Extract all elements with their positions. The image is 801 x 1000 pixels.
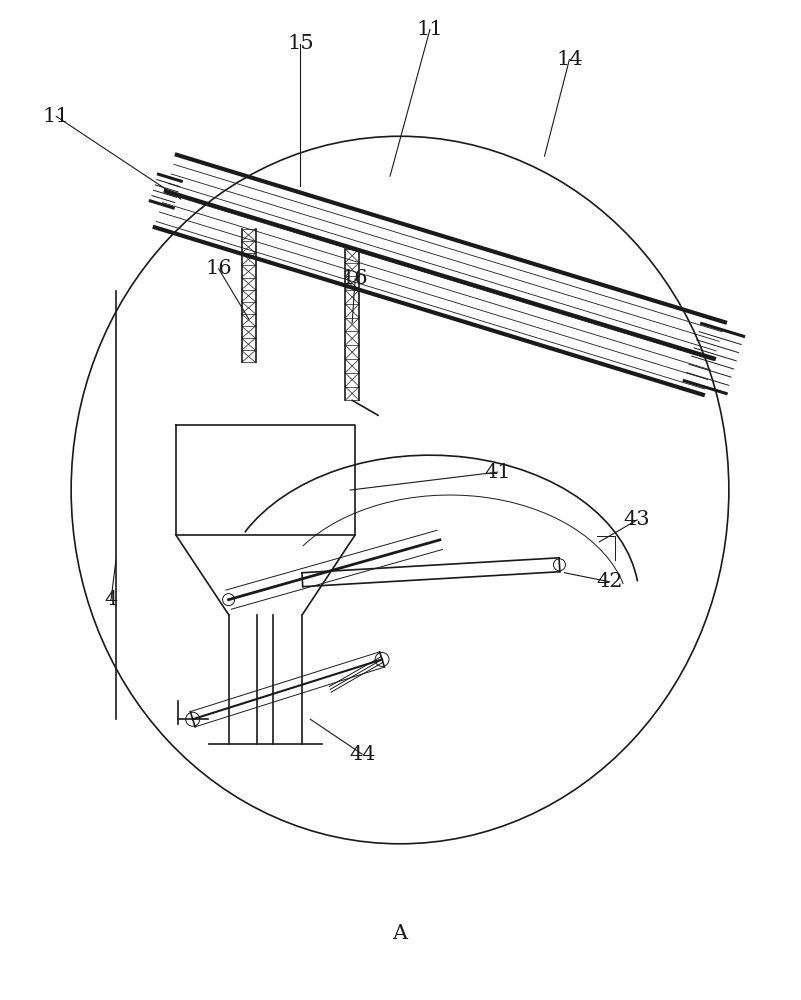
Text: 4: 4 (104, 590, 118, 609)
Text: 11: 11 (42, 107, 70, 126)
Text: 14: 14 (556, 50, 582, 69)
Text: 44: 44 (349, 745, 376, 764)
Text: 42: 42 (596, 572, 622, 591)
Text: 41: 41 (485, 463, 511, 482)
Text: 11: 11 (417, 20, 443, 39)
Text: 43: 43 (624, 510, 650, 529)
Text: 16: 16 (205, 259, 232, 278)
Text: A: A (392, 924, 408, 943)
Text: 16: 16 (342, 269, 368, 288)
Text: 15: 15 (287, 34, 314, 53)
